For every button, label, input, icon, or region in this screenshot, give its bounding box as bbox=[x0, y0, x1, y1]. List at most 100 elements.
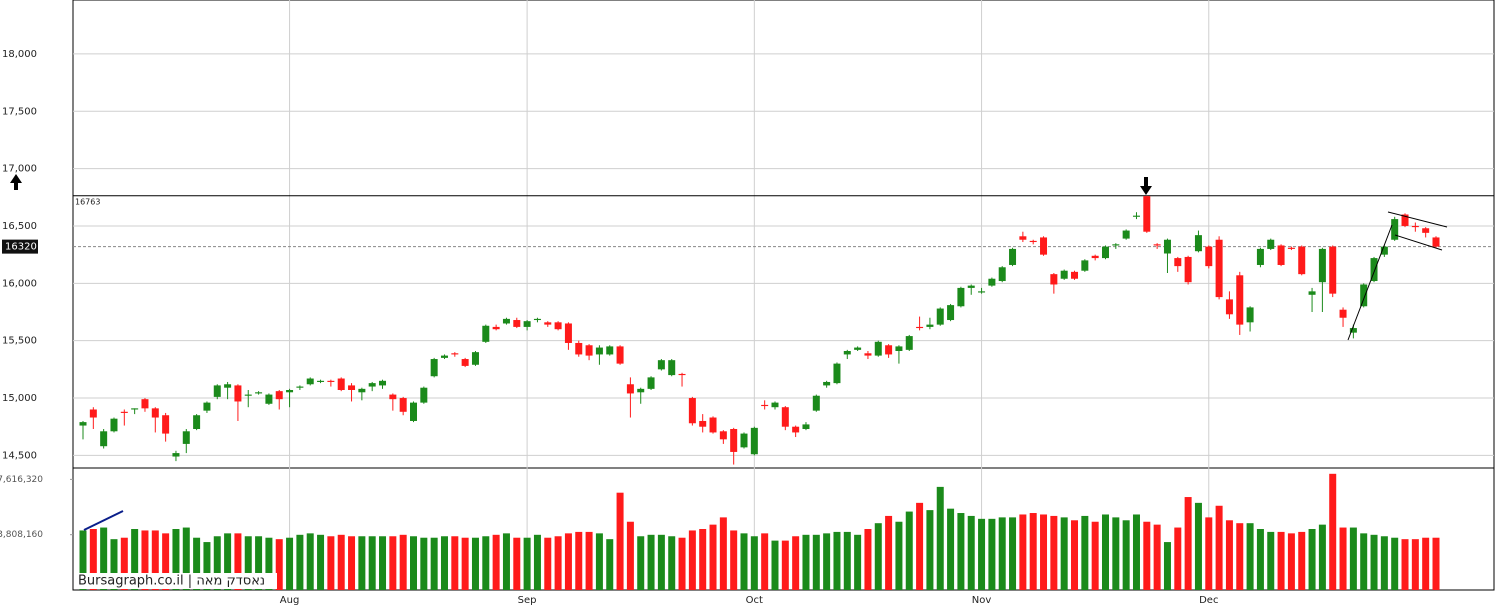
volume-bar bbox=[823, 533, 831, 590]
candle-body bbox=[1071, 271, 1079, 279]
candle-body bbox=[564, 323, 572, 343]
volume-bar bbox=[234, 533, 242, 590]
volume-bar bbox=[399, 534, 407, 590]
volume-bar bbox=[265, 537, 273, 590]
candle-body bbox=[162, 415, 170, 434]
volume-bar bbox=[1380, 536, 1388, 590]
candle-body bbox=[709, 417, 717, 433]
volume-bar bbox=[471, 537, 479, 590]
volume-bar bbox=[936, 486, 944, 590]
candle-body bbox=[451, 353, 459, 355]
volume-bar bbox=[502, 533, 510, 590]
candle-body bbox=[224, 384, 232, 388]
candle-body bbox=[172, 453, 180, 457]
candle-body bbox=[1143, 196, 1151, 232]
volume-bar bbox=[688, 530, 696, 590]
candle-body bbox=[368, 383, 376, 387]
candle-body bbox=[657, 360, 665, 370]
candle-body bbox=[554, 322, 562, 330]
volume-bar bbox=[988, 518, 996, 590]
candle-body bbox=[678, 373, 686, 376]
volume-bar bbox=[461, 537, 469, 590]
volume-bar bbox=[213, 536, 221, 590]
candle-body bbox=[1256, 248, 1264, 265]
up-arrow bbox=[10, 174, 22, 190]
candle-body bbox=[513, 320, 521, 327]
candle-body bbox=[337, 378, 345, 390]
candle-body bbox=[585, 345, 593, 356]
x-tick-label: Aug bbox=[280, 595, 300, 606]
plot-frame bbox=[72, 0, 1495, 591]
volume-bar bbox=[1370, 534, 1378, 590]
candle-body bbox=[182, 431, 190, 444]
candle-body bbox=[348, 385, 356, 390]
candle-body bbox=[1411, 225, 1419, 228]
volume-bar bbox=[440, 536, 448, 590]
candle-body bbox=[533, 318, 541, 321]
volume-bar bbox=[513, 537, 521, 590]
candle-body bbox=[275, 391, 283, 400]
candle-body bbox=[420, 387, 428, 403]
candle-body bbox=[110, 418, 118, 432]
candle-body bbox=[492, 326, 500, 330]
volume-bar bbox=[812, 534, 820, 590]
trend-line bbox=[83, 510, 124, 531]
volume-bar bbox=[761, 533, 769, 590]
volume-bar bbox=[544, 537, 552, 590]
candle-body bbox=[358, 388, 366, 393]
x-tick-label: Dec bbox=[1199, 595, 1218, 606]
volume-bar bbox=[895, 521, 903, 590]
volume-bar bbox=[1091, 521, 1099, 590]
y-tick-label: 15,000 bbox=[2, 393, 37, 404]
candle-body bbox=[1174, 258, 1182, 267]
candle-body bbox=[988, 278, 996, 286]
candle-body bbox=[957, 287, 965, 307]
candle-body bbox=[1380, 246, 1388, 255]
volume-bar bbox=[1029, 513, 1037, 590]
candle-body bbox=[1091, 255, 1099, 259]
volume-bar bbox=[771, 540, 779, 590]
volume-bar bbox=[523, 537, 531, 590]
candle-body bbox=[740, 433, 748, 448]
candle-body bbox=[936, 308, 944, 325]
volume-bar bbox=[1339, 527, 1347, 590]
watermark: Bursagraph.co.il | נאסדק מאה bbox=[78, 574, 265, 589]
candle-body bbox=[895, 346, 903, 351]
volume-bar bbox=[637, 536, 645, 590]
volume-bar bbox=[1205, 517, 1213, 590]
volume-bar bbox=[327, 536, 335, 590]
candle-body bbox=[761, 404, 769, 407]
volume-bar bbox=[998, 517, 1006, 590]
candle-body bbox=[502, 318, 510, 324]
candle-body bbox=[141, 399, 149, 409]
candle-body bbox=[213, 385, 221, 397]
volume-bar bbox=[1287, 533, 1295, 590]
volume-bar bbox=[162, 533, 170, 590]
volume-bar bbox=[585, 531, 593, 590]
volume-bar bbox=[389, 536, 397, 590]
volume-bar bbox=[255, 536, 263, 590]
volume-bar bbox=[120, 537, 128, 590]
candle-body bbox=[265, 394, 273, 404]
candle-body bbox=[399, 398, 407, 412]
volume-bar bbox=[1019, 514, 1027, 590]
volume-bar bbox=[1298, 531, 1306, 590]
volume-bar bbox=[678, 537, 686, 590]
volume-bar bbox=[1246, 523, 1254, 590]
volume-bar bbox=[1411, 539, 1419, 590]
volume-bar bbox=[193, 537, 201, 590]
volume-bar bbox=[802, 534, 810, 590]
candle-body bbox=[719, 431, 727, 440]
candle-body bbox=[1391, 219, 1399, 240]
watermark-bg bbox=[75, 573, 277, 589]
candle-body bbox=[1287, 247, 1295, 249]
volume-bar bbox=[110, 539, 118, 590]
candle-body bbox=[120, 411, 128, 413]
volume-bar bbox=[719, 517, 727, 590]
candle-body bbox=[1009, 248, 1017, 265]
candle-body bbox=[317, 380, 325, 382]
candle-body bbox=[389, 394, 397, 400]
volume-bar bbox=[1081, 515, 1089, 590]
volume-bar bbox=[1194, 502, 1202, 590]
candle-body bbox=[812, 395, 820, 411]
